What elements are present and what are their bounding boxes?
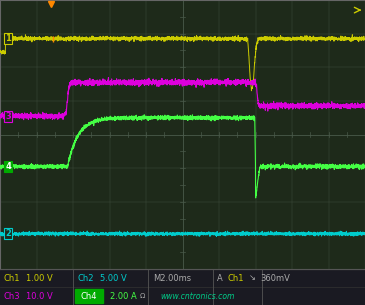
Text: www.cntronics.com: www.cntronics.com <box>160 292 234 300</box>
Text: 4: 4 <box>5 162 11 171</box>
Text: 2.00 A: 2.00 A <box>110 292 137 300</box>
Text: ↘: ↘ <box>249 274 256 282</box>
Text: M2.00ms: M2.00ms <box>153 274 191 282</box>
Text: 360mV: 360mV <box>260 274 290 282</box>
Text: 10.0 V: 10.0 V <box>26 292 53 300</box>
Text: Ω: Ω <box>140 293 145 299</box>
Text: 1: 1 <box>5 34 11 43</box>
Text: A: A <box>217 274 223 282</box>
Text: 1.00 V: 1.00 V <box>26 274 53 282</box>
Text: Ch3: Ch3 <box>4 292 21 300</box>
Text: 2: 2 <box>5 229 11 238</box>
Text: Ch4: Ch4 <box>81 292 97 300</box>
Text: Ch2: Ch2 <box>78 274 95 282</box>
Text: 3: 3 <box>5 112 11 120</box>
FancyBboxPatch shape <box>75 289 103 303</box>
Text: Ch1: Ch1 <box>228 274 245 282</box>
Text: 5.00 V: 5.00 V <box>100 274 127 282</box>
Text: Ch1: Ch1 <box>4 274 20 282</box>
